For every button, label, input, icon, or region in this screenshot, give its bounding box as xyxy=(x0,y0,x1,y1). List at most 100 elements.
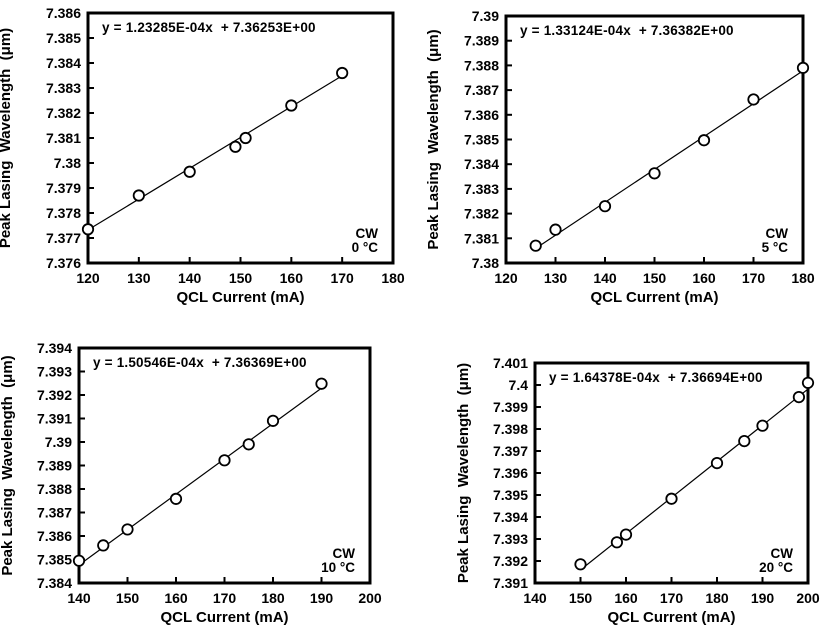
x-tick-label: 140 xyxy=(178,270,202,286)
x-tick-label: 180 xyxy=(791,270,815,286)
y-tick-label: 7.386 xyxy=(37,528,72,544)
y-tick-label: 7.392 xyxy=(493,553,528,569)
data-point xyxy=(710,457,724,470)
data-point xyxy=(97,539,110,552)
y-tick-label: 7.376 xyxy=(46,255,81,271)
data-point xyxy=(529,239,542,252)
data-point xyxy=(242,438,255,451)
x-tick-label: 190 xyxy=(751,590,775,606)
y-tick-label: 7.385 xyxy=(37,552,72,568)
temperature-label: 0 °C xyxy=(352,240,379,255)
x-tick-label: 200 xyxy=(796,590,820,606)
x-tick-label: 180 xyxy=(261,590,285,606)
data-point xyxy=(183,165,196,178)
y-tick-label: 7.38 xyxy=(54,155,81,171)
y-tick-label: 7.382 xyxy=(46,105,81,121)
condition-label: CW xyxy=(356,226,379,241)
y-axis-title: Peak Lasing Wavelength (μm) xyxy=(0,355,16,575)
fit-line xyxy=(87,75,343,231)
data-point xyxy=(756,419,769,432)
y-tick-label: 7.377 xyxy=(46,230,81,246)
x-tick-label: 150 xyxy=(116,590,140,606)
y-tick-label: 7.383 xyxy=(46,80,81,96)
data-point xyxy=(648,167,661,180)
y-tick-label: 7.381 xyxy=(46,130,81,146)
y-tick-label: 7.396 xyxy=(493,465,528,481)
temperature-label: 20 °C xyxy=(759,560,793,575)
y-tick-label: 7.382 xyxy=(464,206,499,222)
data-point xyxy=(218,454,231,467)
x-tick-label: 140 xyxy=(523,590,547,606)
y-tick-label: 7.401 xyxy=(493,355,528,371)
temperature-label: 5 °C xyxy=(762,240,789,255)
data-point xyxy=(266,414,280,427)
data-point xyxy=(801,376,815,389)
y-tick-label: 7.391 xyxy=(37,411,72,427)
y-tick-label: 7.386 xyxy=(46,5,81,21)
y-tick-label: 7.378 xyxy=(46,205,81,221)
y-axis-title: Peak Lasing Wavelength (μm) xyxy=(425,29,442,249)
data-point xyxy=(796,61,810,74)
x-tick-label: 190 xyxy=(310,590,334,606)
panel-cw-5c: 7.38 7.381 7.382 7.383 7.384 7.385 7.386 7.387 7… xyxy=(411,0,823,316)
data-point xyxy=(239,131,252,145)
data-point xyxy=(121,523,134,536)
fit-equation-label: y = 1.50546E-04x + 7.36369E+00 xyxy=(93,355,307,370)
data-point xyxy=(132,189,145,202)
fit-line xyxy=(535,70,804,249)
condition-label: CW xyxy=(766,226,789,241)
x-axis-title: QCL Current (mA) xyxy=(607,609,735,626)
x-axis-title: QCL Current (mA) xyxy=(160,609,288,626)
data-point xyxy=(738,435,751,448)
y-tick-label: 7.381 xyxy=(464,230,499,246)
x-tick-label: 120 xyxy=(76,270,100,286)
data-point xyxy=(610,536,623,549)
y-tick-label: 7.389 xyxy=(464,33,499,49)
y-tick-label: 7.392 xyxy=(37,387,72,403)
temperature-label: 10 °C xyxy=(321,560,355,575)
x-tick-label: 170 xyxy=(742,270,766,286)
y-tick-label: 7.397 xyxy=(493,443,528,459)
x-tick-label: 160 xyxy=(614,590,638,606)
plot-area-border xyxy=(533,361,810,585)
chart-cw-10c: 7.384 7.385 7.386 7.387 7.388 7.389 7.39 7.391 7… xyxy=(0,340,382,626)
y-tick-label: 7.395 xyxy=(493,487,528,503)
x-tick-label: 150 xyxy=(643,270,667,286)
y-tick-label: 7.38 xyxy=(472,255,499,271)
data-point xyxy=(81,223,95,236)
y-tick-label: 7.39 xyxy=(45,434,72,450)
panel-cw-20c: 7.391 7.392 7.393 7.394 7.395 7.396 7.397 7.398… xyxy=(411,316,823,633)
data-point xyxy=(619,528,633,541)
plot-area-border xyxy=(504,14,805,265)
data-point xyxy=(792,391,805,404)
x-tick-label: 170 xyxy=(660,590,684,606)
panel-cw-0c: 7.376 7.377 7.378 7.379 7.38 7.381 7.382 7.383 7… xyxy=(0,0,411,316)
y-tick-label: 7.393 xyxy=(493,531,528,547)
fit-equation-label: y = 1.23285E-04x + 7.36253E+00 xyxy=(102,20,316,35)
y-tick-label: 7.399 xyxy=(493,399,528,415)
fit-equation-label: y = 1.64378E-04x + 7.36694E+00 xyxy=(549,370,763,385)
y-tick-label: 7.384 xyxy=(46,55,81,71)
data-point xyxy=(665,492,678,505)
x-tick-label: 130 xyxy=(127,270,151,286)
fit-line xyxy=(78,387,322,566)
y-tick-label: 7.388 xyxy=(37,481,72,497)
x-tick-label: 130 xyxy=(544,270,568,286)
chart-cw-5c: 7.38 7.381 7.382 7.383 7.384 7.385 7.386 7.387 7… xyxy=(425,8,815,306)
x-tick-label: 150 xyxy=(229,270,253,286)
data-point xyxy=(598,200,612,213)
chart-cw-20c: 7.391 7.392 7.393 7.394 7.395 7.396 7.397 7.398… xyxy=(455,355,820,626)
y-axis-title: Peak Lasing Wavelength (μm) xyxy=(455,363,472,583)
y-tick-label: 7.385 xyxy=(46,30,81,46)
y-tick-label: 7.394 xyxy=(493,509,528,525)
y-tick-label: 7.39 xyxy=(472,8,499,24)
x-tick-label: 180 xyxy=(705,590,729,606)
x-tick-label: 150 xyxy=(569,590,593,606)
y-tick-label: 7.387 xyxy=(464,82,499,98)
x-tick-label: 120 xyxy=(494,270,518,286)
x-axis-title: QCL Current (mA) xyxy=(590,289,718,306)
chart-cw-0c: 7.376 7.377 7.378 7.379 7.38 7.381 7.382 7.383 7… xyxy=(0,5,405,306)
fit-equation-label: y = 1.33124E-04x + 7.36382E+00 xyxy=(520,23,734,38)
condition-label: CW xyxy=(771,546,794,561)
